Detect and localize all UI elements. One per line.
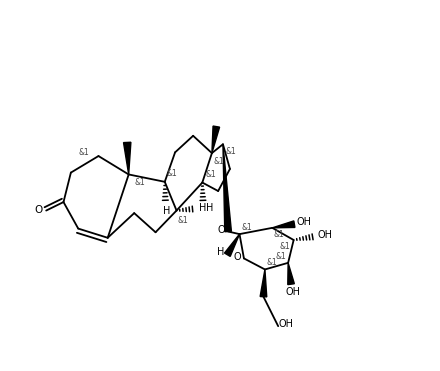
Text: O: O [35,205,43,215]
Text: H: H [162,206,170,216]
Text: O: O [234,252,241,262]
Polygon shape [212,126,220,153]
Text: H: H [206,203,213,213]
Text: OH: OH [279,319,294,329]
Text: H: H [198,203,206,213]
Polygon shape [260,269,267,297]
Text: OH: OH [296,217,311,227]
Text: &1: &1 [226,147,236,156]
Text: &1: &1 [134,178,145,187]
Text: OH: OH [286,286,301,296]
Text: &1: &1 [78,148,89,157]
Text: &1: &1 [167,169,177,178]
Text: &1: &1 [214,157,225,166]
Text: &1: &1 [205,170,216,179]
Text: &1: &1 [266,258,277,267]
Text: &1: &1 [275,252,286,261]
Text: &1: &1 [274,230,284,239]
Text: O: O [218,225,225,235]
Text: &1: &1 [178,216,189,225]
Text: OH: OH [317,230,333,240]
Text: &1: &1 [242,223,252,232]
Polygon shape [272,221,295,228]
Polygon shape [223,144,231,232]
Polygon shape [288,263,294,285]
Polygon shape [224,234,239,256]
Text: &1: &1 [279,242,290,251]
Polygon shape [124,142,131,174]
Text: H: H [217,247,224,257]
